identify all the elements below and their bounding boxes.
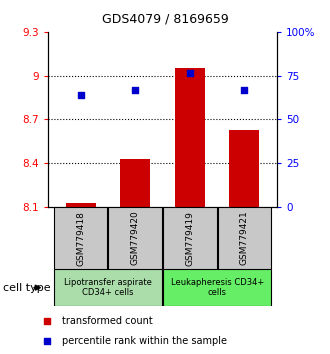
Point [45,338,50,343]
Bar [163,207,216,269]
Text: transformed count: transformed count [62,316,153,326]
Bar [66,203,96,207]
Bar [109,207,162,269]
Point [133,87,138,93]
Text: GSM779420: GSM779420 [131,211,140,266]
Text: GDS4079 / 8169659: GDS4079 / 8169659 [102,12,228,25]
Bar [163,269,271,306]
Bar [120,159,150,207]
Text: Leukapheresis CD34+
cells: Leukapheresis CD34+ cells [171,278,264,297]
Point [45,319,50,324]
Bar [54,269,162,306]
Point [187,70,192,76]
Bar [54,207,107,269]
Point [78,92,83,97]
Text: cell type: cell type [3,282,51,293]
Text: GSM779419: GSM779419 [185,211,194,266]
Text: GSM779418: GSM779418 [76,211,85,266]
Bar [175,68,205,207]
Text: Lipotransfer aspirate
CD34+ cells: Lipotransfer aspirate CD34+ cells [64,278,152,297]
Point [242,87,247,93]
Bar [229,130,259,207]
Text: percentile rank within the sample: percentile rank within the sample [62,336,227,346]
Bar [218,207,271,269]
Text: GSM779421: GSM779421 [240,211,249,266]
